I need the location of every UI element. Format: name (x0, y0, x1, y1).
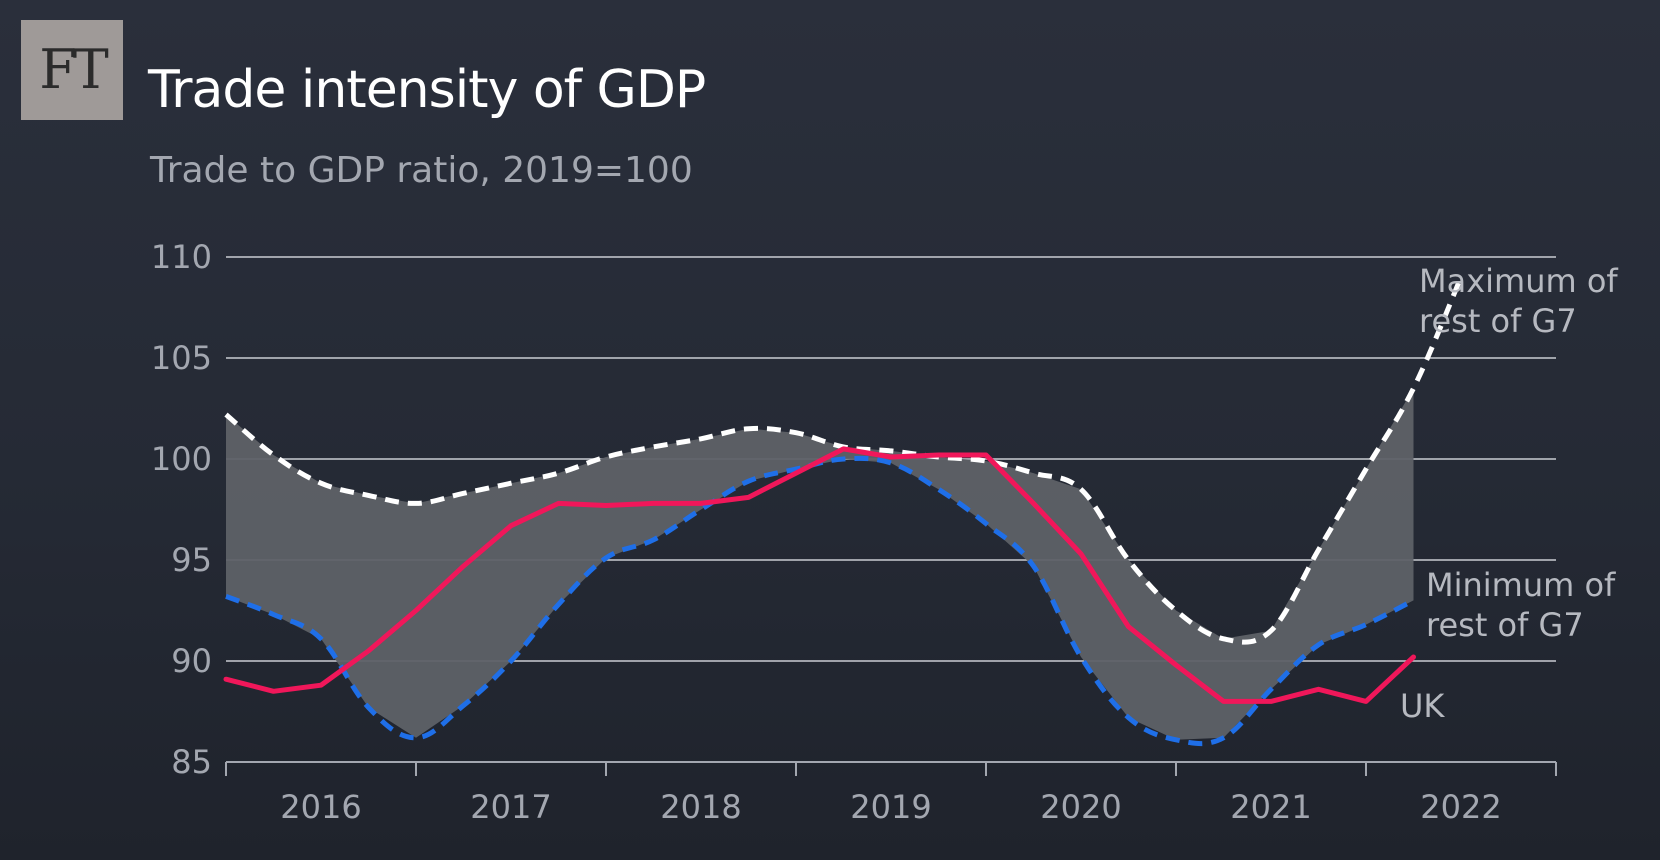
y-tick-label-90: 90 (171, 642, 212, 680)
series-line-uk (223, 446, 1416, 704)
label-uk: UK (1400, 687, 1445, 725)
label-min-line2: rest of G7 (1426, 606, 1584, 644)
range-band (226, 388, 1414, 740)
x-tick-label-2017: 2017 (470, 788, 551, 826)
chart-title: Trade intensity of GDP (148, 60, 706, 120)
y-tick-label-110: 110 (151, 238, 212, 276)
x-tick-label-2021: 2021 (1230, 788, 1311, 826)
y-tick-label-95: 95 (171, 541, 212, 579)
y-tick-label-100: 100 (151, 440, 212, 478)
x-tick-label-2022: 2022 (1420, 788, 1501, 826)
x-tick-label-2019: 2019 (850, 788, 931, 826)
label-max-line2: rest of G7 (1419, 302, 1577, 340)
series-line-max-rest-of-g7 (224, 276, 1464, 645)
y-tick-label-85: 85 (171, 743, 212, 781)
x-tick-label-2018: 2018 (660, 788, 741, 826)
label-max-line1: Maximum of (1419, 262, 1618, 300)
y-tick-label-105: 105 (151, 339, 212, 377)
chart-subtitle: Trade to GDP ratio, 2019=100 (150, 150, 693, 191)
x-tick-label-2020: 2020 (1040, 788, 1121, 826)
series-line-min-rest-of-g7 (225, 455, 1415, 747)
ft-logo-text: FT (39, 38, 109, 101)
label-min-line1: Minimum of (1426, 566, 1616, 604)
x-tick-label-2016: 2016 (280, 788, 361, 826)
ft-logo: FT (21, 20, 123, 120)
